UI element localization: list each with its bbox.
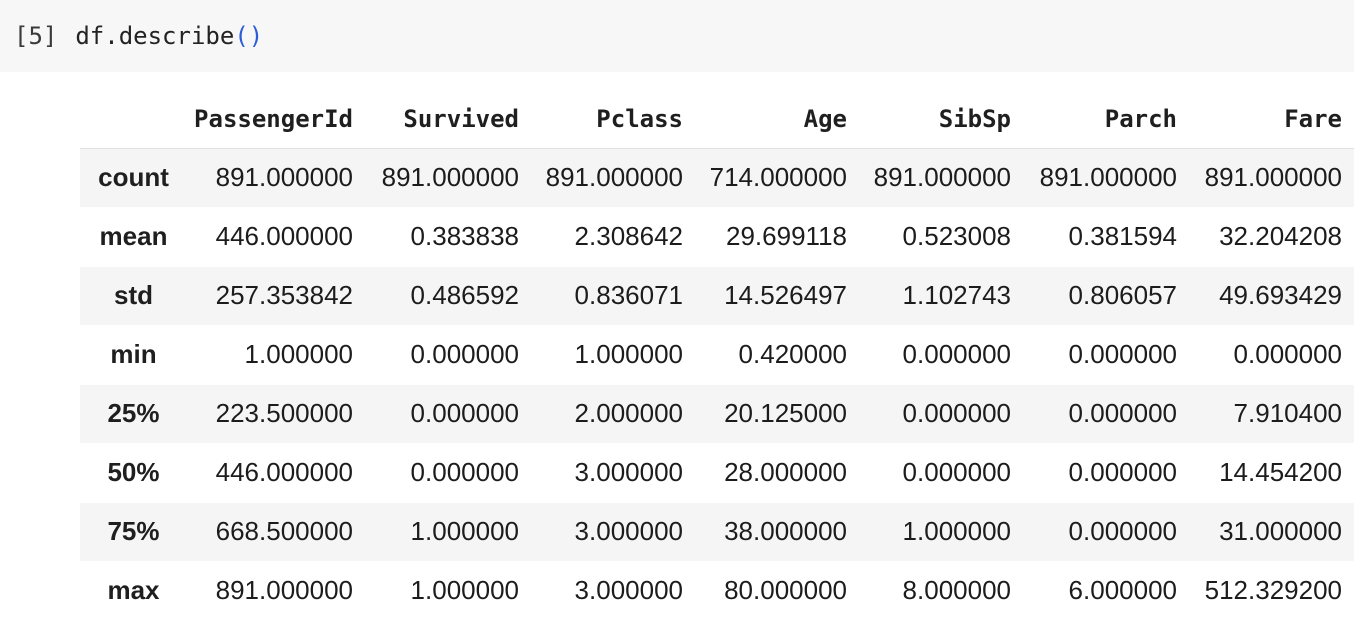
row-label: count xyxy=(98,162,169,192)
table-cell: 7.910400 xyxy=(1233,398,1342,428)
dataframe-output: PassengerId Survived Pclass Age SibSp Parch Fa… xyxy=(80,90,1354,621)
code-expression: df.describe xyxy=(75,22,235,50)
index-header-cell xyxy=(80,90,187,149)
table-row-25pct: 25% 223.500000 0.000000 2.000000 20.125000 0.… xyxy=(80,384,1354,443)
table-cell: 49.693429 xyxy=(1219,280,1342,310)
table-cell: 29.699118 xyxy=(726,221,847,251)
code-text: df.describe() xyxy=(75,24,263,48)
column-header-parch: Parch xyxy=(1011,90,1177,149)
table-cell: 8.000000 xyxy=(902,575,1011,605)
table-cell: 0.420000 xyxy=(738,339,847,369)
table-cell: 714.000000 xyxy=(709,162,847,192)
table-cell: 3.000000 xyxy=(574,457,683,487)
table-row-std: std 257.353842 0.486592 0.836071 14.526497 1.… xyxy=(80,266,1354,325)
table-cell: 891.000000 xyxy=(545,162,683,192)
table-row-mean: mean 446.000000 0.383838 2.308642 29.699118 0… xyxy=(80,207,1354,266)
table-cell: 668.500000 xyxy=(215,516,353,546)
table-cell: 0.000000 xyxy=(902,457,1011,487)
table-cell: 0.000000 xyxy=(410,457,519,487)
table-cell: 32.204208 xyxy=(1219,221,1342,251)
table-cell: 1.000000 xyxy=(902,516,1011,546)
table-cell: 20.125000 xyxy=(724,398,847,428)
row-label: mean xyxy=(99,221,168,251)
describe-table: PassengerId Survived Pclass Age SibSp Parch Fa… xyxy=(80,90,1354,621)
table-cell: 891.000000 xyxy=(215,162,353,192)
table-cell: 3.000000 xyxy=(574,575,683,605)
column-header-age: Age xyxy=(683,90,847,149)
table-cell: 38.000000 xyxy=(724,516,847,546)
table-row-75pct: 75% 668.500000 1.000000 3.000000 38.000000 1.… xyxy=(80,502,1354,561)
table-cell: 0.000000 xyxy=(902,339,1011,369)
table-cell: 446.000000 xyxy=(215,221,353,251)
table-cell: 891.000000 xyxy=(381,162,519,192)
code-parens: () xyxy=(234,22,264,50)
table-row-50pct: 50% 446.000000 0.000000 3.000000 28.000000 0.… xyxy=(80,443,1354,502)
table-cell: 28.000000 xyxy=(724,457,847,487)
table-cell: 1.000000 xyxy=(244,339,353,369)
table-cell: 3.000000 xyxy=(574,516,683,546)
table-cell: 80.000000 xyxy=(724,575,847,605)
table-row-count: count 891.000000 891.000000 891.000000 714.0… xyxy=(80,148,1354,207)
table-cell: 0.000000 xyxy=(410,339,519,369)
table-cell: 223.500000 xyxy=(215,398,353,428)
code-cell[interactable]: [5] df.describe() xyxy=(0,0,1354,72)
table-cell: 891.000000 xyxy=(1204,162,1342,192)
table-cell: 0.836071 xyxy=(574,280,683,310)
column-header-sibsp: SibSp xyxy=(847,90,1011,149)
table-cell: 0.486592 xyxy=(410,280,519,310)
row-label: min xyxy=(110,339,157,369)
row-label: 75% xyxy=(107,516,160,546)
table-cell: 0.000000 xyxy=(902,398,1011,428)
table-cell: 14.454200 xyxy=(1219,457,1342,487)
table-cell: 446.000000 xyxy=(215,457,353,487)
column-header-passengerid: PassengerId xyxy=(187,90,353,149)
table-row-max: max 891.000000 1.000000 3.000000 80.000000 8.… xyxy=(80,561,1354,620)
table-cell: 0.806057 xyxy=(1068,280,1177,310)
table-cell: 0.381594 xyxy=(1068,221,1177,251)
table-body: count 891.000000 891.000000 891.000000 714.0… xyxy=(80,148,1354,620)
table-cell: 891.000000 xyxy=(215,575,353,605)
column-header-pclass: Pclass xyxy=(519,90,683,149)
table-cell: 891.000000 xyxy=(1039,162,1177,192)
table-cell: 1.000000 xyxy=(574,339,683,369)
table-header-row: PassengerId Survived Pclass Age SibSp Parch Fa… xyxy=(80,90,1354,149)
table-cell: 1.102743 xyxy=(902,280,1011,310)
table-cell: 2.308642 xyxy=(574,221,683,251)
table-cell: 0.000000 xyxy=(1233,339,1342,369)
table-cell: 0.000000 xyxy=(1068,516,1177,546)
table-cell: 1.000000 xyxy=(410,575,519,605)
row-label: 50% xyxy=(107,457,160,487)
table-cell: 1.000000 xyxy=(410,516,519,546)
table-cell: 0.523008 xyxy=(902,221,1011,251)
table-cell: 0.000000 xyxy=(1068,339,1177,369)
column-header-survived: Survived xyxy=(353,90,519,149)
table-cell: 0.383838 xyxy=(410,221,519,251)
table-cell: 0.000000 xyxy=(1068,457,1177,487)
table-cell: 512.329200 xyxy=(1204,575,1342,605)
table-row-min: min 1.000000 0.000000 1.000000 0.420000 0.000… xyxy=(80,325,1354,384)
table-cell: 2.000000 xyxy=(574,398,683,428)
row-label: std xyxy=(114,280,153,310)
table-cell: 0.000000 xyxy=(1068,398,1177,428)
execution-count: [5] xyxy=(14,22,58,50)
column-header-fare: Fare xyxy=(1177,90,1354,149)
row-label: 25% xyxy=(107,398,160,428)
table-cell: 31.000000 xyxy=(1219,516,1342,546)
table-cell: 891.000000 xyxy=(873,162,1011,192)
table-cell: 0.000000 xyxy=(410,398,519,428)
table-cell: 6.000000 xyxy=(1068,575,1177,605)
row-label: max xyxy=(107,575,160,605)
table-cell: 14.526497 xyxy=(724,280,847,310)
table-cell: 257.353842 xyxy=(215,280,353,310)
